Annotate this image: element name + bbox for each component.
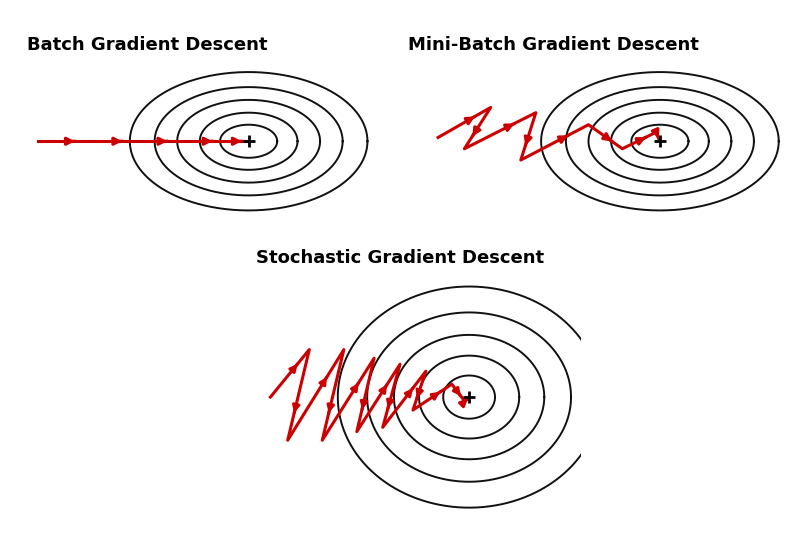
Text: Batch Gradient Descent: Batch Gradient Descent (27, 36, 267, 54)
Title: Stochastic Gradient Descent: Stochastic Gradient Descent (256, 249, 544, 268)
Text: Mini-Batch Gradient Descent: Mini-Batch Gradient Descent (408, 36, 699, 54)
